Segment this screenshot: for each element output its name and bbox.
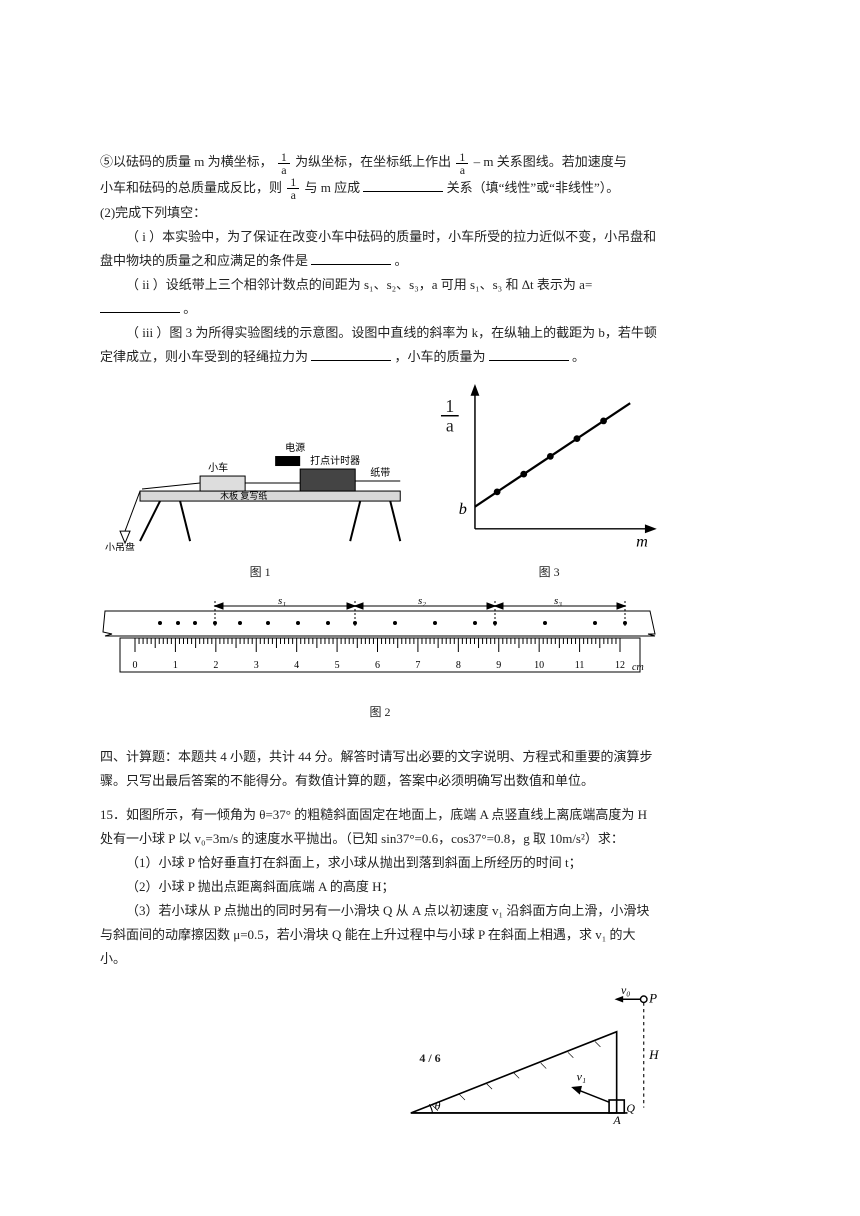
p2i-post: 。 [395, 253, 408, 268]
part2-head: (2)完成下列填空： [100, 201, 660, 225]
svg-text:v₀: v₀ [621, 983, 630, 997]
part2-ii: （ ii ）设纸带上三个相邻计数点的间距为 s₁、s₂、s₃，a 可用 s₁、s… [100, 273, 660, 321]
svg-text:7: 7 [415, 660, 420, 671]
svg-text:A: A [612, 1113, 621, 1124]
svg-text:m: m [636, 533, 648, 551]
svg-text:v₁: v₁ [577, 1070, 586, 1084]
part2-i: （ i ）本实验中，为了保证在改变小车中砝码的质量时，小车所受的拉力近似不变，小… [100, 225, 660, 273]
p2ii-pre: （ ii ）设纸带上三个相邻计数点的间距为 s₁、s₂、s₃，a 可用 s₁、s… [126, 277, 592, 292]
svg-text:Q: Q [626, 1101, 635, 1115]
figures-row: 电源 小车 打点计时器 纸带 木板 复写纸 小吊盘 图 1 [100, 381, 660, 583]
svg-text:11: 11 [575, 660, 585, 671]
svg-text:s₃: s₃ [554, 596, 562, 607]
fig1-caption: 图 1 [100, 561, 420, 583]
fig2: s₁ s₂ s₃ 0123456789101112 cm 图 2 [100, 596, 660, 723]
blank-condition [311, 251, 391, 265]
svg-text:5: 5 [335, 660, 340, 671]
svg-text:θ: θ [435, 1099, 441, 1113]
page-content: ⑤以砝码的质量 m 为横坐标， 1 a 为纵坐标，在坐标纸上作出 1 a – m… [100, 150, 660, 1124]
svg-text:10: 10 [534, 660, 544, 671]
svg-text:cm: cm [632, 662, 644, 673]
p5-pre: ⑤以砝码的质量 m 为横坐标， [100, 154, 273, 169]
section4-title: 四、计算题：本题共 4 小题，共计 44 分。解答时请写出必要的文字说明、方程式… [100, 745, 660, 793]
blank-force [311, 347, 391, 361]
svg-text:12: 12 [615, 660, 625, 671]
page-footer: 4 / 6 [0, 1051, 860, 1066]
svg-text:电源: 电源 [285, 441, 305, 454]
svg-text:0: 0 [133, 660, 138, 671]
svg-text:s₁: s₁ [278, 596, 286, 607]
fig3-svg: 1 a b m [438, 381, 660, 551]
svg-text:3: 3 [254, 660, 259, 671]
part2-iii: （ iii ）图 3 为所得实验图线的示意图。设图中直线的斜率为 k，在纵轴上的… [100, 321, 660, 369]
q15-sub3: （3）若小球从 P 点抛出的同时另有一小滑块 Q 从 A 点以初速度 v₁ 沿斜… [100, 899, 660, 971]
svg-text:打点计时器: 打点计时器 [310, 454, 360, 467]
p5-mid1: 为纵坐标，在坐标纸上作出 [295, 154, 451, 169]
svg-text:P: P [648, 991, 657, 1006]
p5-l2-mid: 与 m 应成 [305, 180, 361, 195]
svg-text:4: 4 [294, 660, 299, 671]
para-5-line2: 小车和砝码的总质量成反比，则 1 a 与 m 应成 关系（填“线性”或“非线性”… [100, 176, 660, 202]
svg-text:b: b [459, 500, 467, 518]
p2iii-post: 。 [572, 349, 585, 364]
fig1: 电源 小车 打点计时器 纸带 木板 复写纸 小吊盘 图 1 [100, 431, 420, 583]
fig1-svg: 电源 小车 打点计时器 纸带 木板 复写纸 小吊盘 [100, 431, 420, 551]
svg-text:s₂: s₂ [418, 596, 426, 607]
p5-l2-post: 关系（填“线性”或“非线性”）。 [447, 180, 620, 195]
blank-linear [363, 178, 443, 192]
q15-stem: 15．如图所示，有一倾角为 θ=37° 的粗糙斜面固定在地面上，底端 A 点竖直… [100, 803, 660, 851]
svg-text:2: 2 [213, 660, 218, 671]
svg-text:6: 6 [375, 660, 380, 671]
fig3: 1 a b m 图 3 [438, 381, 660, 583]
svg-text:1: 1 [173, 660, 178, 671]
q15-sub1: （1）小球 P 恰好垂直打在斜面上，求小球从抛出到落到斜面上所经历的时间 t； [100, 851, 660, 875]
svg-text:小吊盘: 小吊盘 [105, 541, 135, 551]
fig2-caption: 图 2 [100, 701, 660, 723]
frac-1a-1: 1 a [278, 151, 290, 176]
blank-mass [489, 347, 569, 361]
fig2-svg: s₁ s₂ s₃ 0123456789101112 cm [100, 596, 660, 691]
svg-text:纸带: 纸带 [370, 466, 390, 479]
svg-text:木板 复写纸: 木板 复写纸 [220, 490, 267, 501]
frac-1a-3: 1 a [287, 176, 299, 201]
q15-sub2: （2）小球 P 抛出点距离斜面底端 A 的高度 H； [100, 875, 660, 899]
p5-l2-pre: 小车和砝码的总质量成反比，则 [100, 180, 282, 195]
blank-a-expr [100, 299, 180, 313]
frac-1a-2: 1 a [456, 151, 468, 176]
p2ii-post: 。 [183, 301, 196, 316]
svg-text:小车: 小车 [208, 461, 228, 474]
svg-text:8: 8 [456, 660, 461, 671]
p2iii-mid: ，小车的质量为 [395, 349, 486, 364]
p5-mid2: – m 关系图线。若加速度与 [474, 154, 627, 169]
svg-text:9: 9 [496, 660, 501, 671]
para-5: ⑤以砝码的质量 m 为横坐标， 1 a 为纵坐标，在坐标纸上作出 1 a – m… [100, 150, 660, 176]
fig3-caption: 图 3 [438, 561, 660, 583]
